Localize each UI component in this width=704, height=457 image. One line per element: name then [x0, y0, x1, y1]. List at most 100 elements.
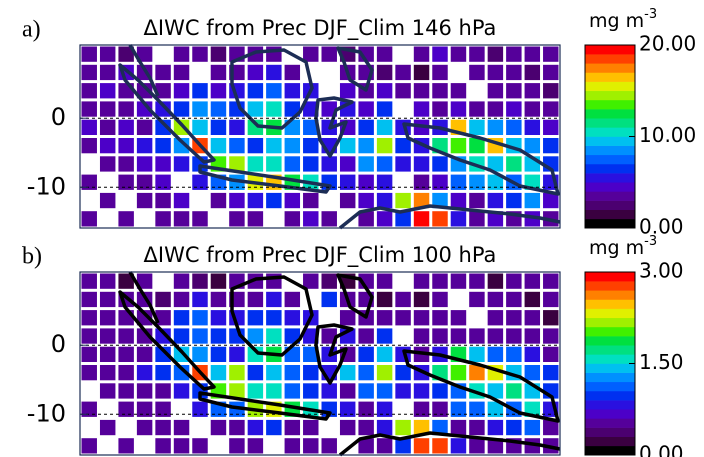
colorbar-tick-label: 3.00: [639, 259, 684, 283]
grid-cell: [210, 346, 227, 362]
grid-cell: [136, 119, 153, 135]
grid-cell: [376, 419, 393, 436]
colorbar-segment: [585, 281, 635, 291]
unit-text: mg m: [589, 10, 644, 32]
grid-cell: [136, 174, 153, 190]
grid-cell: [99, 192, 116, 209]
grid-cell: [81, 401, 97, 417]
colorbar-segment: [585, 99, 635, 110]
grid-cell: [247, 291, 264, 308]
grid-cell: [487, 64, 504, 81]
grid-cell: [487, 46, 504, 62]
panel-title: ΔIWC from Prec DJF_Clim 100 hPa: [144, 243, 497, 268]
colorbar-segment: [585, 345, 635, 355]
grid-cell: [487, 438, 504, 454]
grid-cell: [506, 328, 522, 344]
grid-cell: [487, 156, 504, 172]
grid-cell: [543, 419, 559, 436]
colorbar-tick-label: 10.00: [639, 123, 696, 147]
grid-cell: [155, 101, 171, 117]
colorbar-segment: [585, 81, 635, 92]
grid-cell: [99, 291, 116, 308]
grid-cell: [413, 64, 430, 81]
grid-cell: [118, 383, 134, 399]
grid-cell: [155, 138, 171, 154]
grid-cell: [450, 138, 467, 154]
grid-cell: [118, 156, 134, 172]
grid-cell: [99, 383, 116, 399]
grid-cell: [81, 291, 97, 308]
grid-cell: [247, 328, 264, 344]
grid-cell: [506, 419, 522, 436]
colorbar-segment: [585, 173, 635, 183]
grid-cell: [81, 365, 97, 381]
grid-cell: [247, 83, 264, 99]
grid-cell: [339, 156, 356, 172]
grid-cell: [432, 328, 448, 344]
colorbar-segment: [585, 145, 635, 156]
grid-cell: [81, 438, 97, 454]
colorbar-segment: [585, 354, 635, 364]
grid-cell: [358, 156, 374, 172]
grid-cell: [487, 273, 504, 289]
colorbar-segment: [585, 191, 635, 201]
grid-cell: [303, 156, 319, 172]
grid-cell: [136, 192, 153, 209]
colorbar-segment: [585, 317, 635, 328]
grid-cell: [450, 83, 467, 99]
grid-cell: [173, 138, 190, 154]
grid-cell: [524, 192, 541, 209]
grid-cell: [321, 328, 337, 344]
grid-cell: [155, 64, 171, 81]
colorbar-segment: [585, 63, 635, 73]
grid-cell: [413, 156, 430, 172]
grid-cell: [192, 46, 208, 62]
grid-cell: [487, 401, 504, 417]
grid-cell: [376, 291, 393, 308]
grid-cell: [376, 273, 393, 289]
colorbar-segment: [585, 427, 635, 437]
grid-cell: [524, 46, 541, 62]
grid-cell: [118, 438, 134, 454]
grid-cell: [432, 192, 448, 209]
grid-cell: [543, 346, 559, 362]
grid-cell: [469, 365, 485, 381]
grid-cell: [543, 365, 559, 381]
grid-cell: [99, 328, 116, 344]
grid-cell: [413, 101, 430, 117]
grid-cell: [450, 401, 467, 417]
grid-cell: [432, 383, 448, 399]
unit-superscript: -3: [644, 7, 657, 22]
grid-cell: [413, 174, 430, 190]
grid-cell: [321, 101, 337, 117]
grid-cell: [524, 138, 541, 154]
grid-cell: [376, 346, 393, 362]
grid-cell: [118, 211, 134, 227]
grid-cell: [469, 119, 485, 135]
grid-cell: [173, 211, 190, 227]
grid-cell: [99, 346, 116, 362]
grid-cell: [173, 438, 190, 454]
grid-cell: [136, 156, 153, 172]
grid-cell: [413, 211, 430, 227]
grid-cell: [118, 174, 134, 190]
grid-cell: [81, 46, 97, 62]
grid-cell: [192, 328, 208, 344]
grid-cell: [450, 438, 467, 454]
grid-cell: [524, 419, 541, 436]
grid-cell: [284, 328, 301, 344]
grid-cell: [303, 365, 319, 381]
grid-cell: [173, 64, 190, 81]
grid-cell: [450, 192, 467, 209]
colorbar-segment: [585, 154, 635, 165]
grid-cell: [303, 438, 319, 454]
colorbar-segment: [585, 45, 635, 55]
grid-cell: [543, 328, 559, 344]
grid-cell: [432, 291, 448, 308]
grid-cell: [284, 64, 301, 81]
colorbar-tick-label: 0.00: [639, 215, 684, 239]
colorbar-unit: mg m-3: [589, 7, 657, 32]
grid-cell: [339, 310, 356, 326]
colorbar-tick-label: 1.50: [639, 350, 684, 374]
grid-cell: [524, 291, 541, 308]
